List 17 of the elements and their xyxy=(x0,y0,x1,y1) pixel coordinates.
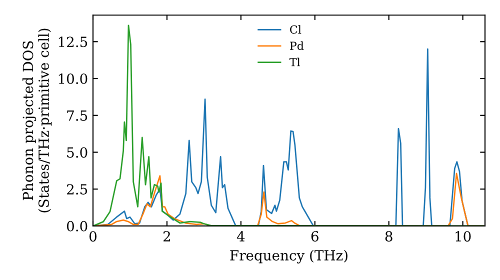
y-tick-label: 5.0 xyxy=(67,147,88,158)
y-axis-title: Phonon projected DOS (States/THz·primitive cell) xyxy=(22,28,52,212)
y-tick-label: 12.5 xyxy=(58,36,88,48)
legend-label: Pd xyxy=(290,41,304,50)
x-tick-label: 10 xyxy=(456,231,471,242)
x-axis-title: Frequency (THz) xyxy=(230,250,348,264)
x-tick-label: 4 xyxy=(236,231,245,242)
legend-label: Cl xyxy=(290,25,302,34)
x-tick-label: 0 xyxy=(89,231,96,242)
y-tick-label: 2.5 xyxy=(66,184,88,195)
x-tick-label: 8 xyxy=(385,231,392,242)
y-tick-label: 0.0 xyxy=(66,220,88,232)
legend-label: Tl xyxy=(290,58,300,66)
x-tick-label: 2 xyxy=(163,231,170,242)
y-tick-label: 10.0 xyxy=(58,73,88,84)
x-tick-label: 6 xyxy=(311,231,318,242)
y-tick-label: 7.5 xyxy=(67,110,88,121)
